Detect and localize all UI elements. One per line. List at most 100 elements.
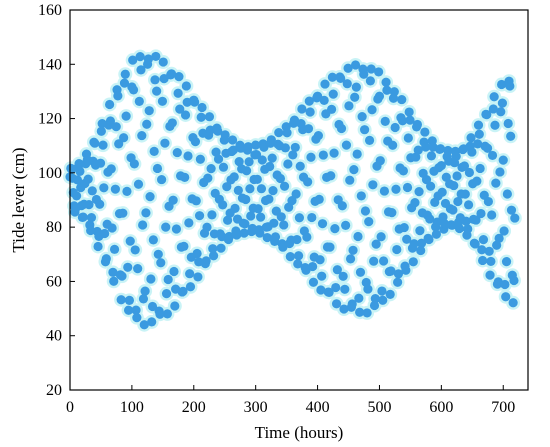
data-point: [196, 112, 206, 122]
y-tick-label: 120: [38, 111, 62, 128]
data-point: [326, 171, 336, 181]
data-point: [362, 308, 372, 318]
data-point: [138, 294, 149, 304]
data-point: [100, 228, 110, 239]
data-point: [500, 279, 510, 290]
data-point: [435, 144, 446, 154]
data-point: [93, 241, 103, 252]
data-point: [194, 211, 205, 221]
data-point: [252, 174, 262, 184]
data-point: [414, 187, 424, 197]
data-point: [96, 126, 106, 136]
data-point: [503, 118, 513, 129]
data-point: [265, 161, 275, 172]
data-point: [313, 130, 323, 141]
data-point: [364, 217, 374, 227]
data-point: [151, 51, 161, 62]
data-point: [349, 164, 359, 175]
data-point: [287, 195, 297, 206]
data-point: [459, 161, 470, 171]
data-point: [180, 172, 190, 183]
data-point: [171, 224, 182, 234]
data-point: [367, 105, 377, 115]
y-tick-label: 20: [46, 382, 62, 399]
data-point: [488, 104, 498, 114]
data-point: [142, 119, 152, 129]
data-point: [483, 196, 493, 207]
data-point: [496, 107, 506, 117]
data-point: [292, 234, 302, 245]
data-point: [448, 205, 458, 215]
data-point: [356, 191, 366, 201]
data-point: [339, 304, 349, 314]
data-point: [256, 212, 266, 222]
data-point: [426, 151, 437, 161]
x-tick-label: 500: [367, 399, 391, 416]
data-point: [161, 222, 171, 232]
data-point: [463, 200, 474, 210]
data-point: [378, 256, 389, 266]
data-point: [478, 235, 489, 245]
data-point: [389, 87, 399, 97]
data-point: [350, 92, 360, 102]
data-point: [308, 261, 318, 272]
x-tick-label: 300: [244, 399, 268, 416]
data-point: [148, 235, 158, 245]
data-point: [338, 271, 348, 281]
data-point: [475, 163, 485, 174]
data-point: [109, 276, 119, 286]
data-point: [304, 96, 314, 106]
data-point: [168, 195, 178, 205]
data-point: [354, 293, 364, 303]
data-point: [336, 123, 347, 134]
data-point: [449, 180, 459, 191]
data-point: [208, 251, 219, 261]
plot-frame: [69, 9, 529, 391]
data-point: [316, 285, 326, 295]
data-point: [460, 189, 470, 199]
data-point: [95, 158, 106, 168]
data-point: [269, 218, 279, 228]
data-point: [143, 54, 153, 64]
data-point: [262, 232, 272, 243]
data-point: [232, 230, 242, 240]
data-point: [251, 140, 261, 150]
data-point: [195, 154, 205, 164]
data-point: [388, 140, 398, 150]
data-point: [329, 148, 339, 158]
data-point: [128, 55, 138, 65]
data-point: [239, 228, 249, 238]
data-point: [413, 145, 423, 155]
y-tick-label: 40: [46, 328, 62, 345]
data-point: [410, 198, 420, 208]
data-point: [108, 267, 118, 277]
data-point: [476, 208, 486, 219]
data-point: [283, 159, 293, 169]
data-point: [381, 77, 391, 87]
data-point: [403, 133, 413, 143]
data-point: [131, 305, 141, 315]
data-point: [365, 76, 375, 86]
data-point: [325, 242, 335, 252]
data-point: [312, 91, 323, 101]
data-point: [75, 166, 85, 176]
data-point: [474, 129, 484, 139]
data-point: [464, 167, 475, 178]
data-point: [466, 133, 476, 143]
data-point: [482, 143, 493, 153]
data-point: [288, 150, 298, 160]
data-point: [305, 107, 315, 117]
data-point: [340, 284, 350, 294]
data-point: [382, 85, 392, 95]
data-point: [276, 212, 286, 222]
data-point: [411, 152, 421, 162]
data-point: [375, 156, 385, 166]
data-point: [491, 178, 501, 188]
data-point: [255, 228, 265, 238]
x-axis-ticks: 0 100 200 300 400 500 600 700: [66, 385, 515, 416]
data-point: [482, 110, 492, 120]
data-point: [378, 295, 388, 305]
data-point: [461, 216, 471, 226]
data-point: [498, 155, 508, 165]
